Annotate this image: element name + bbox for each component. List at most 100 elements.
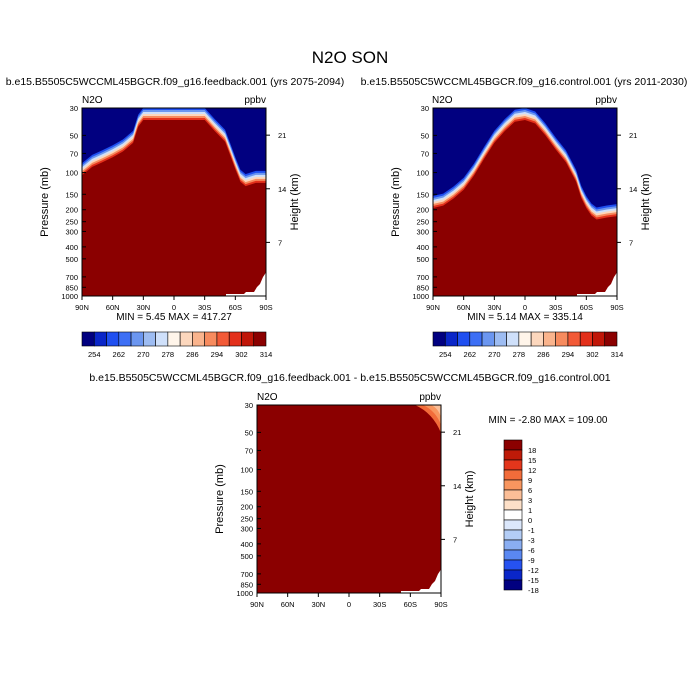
colorbar-cell — [228, 331, 242, 347]
colorbar-cell — [503, 499, 523, 511]
y-tick-label: 30 — [245, 401, 253, 410]
topography-mask-control — [577, 272, 617, 296]
y-tick-label: 100 — [240, 466, 253, 475]
colorbar-label: 314 — [611, 350, 624, 359]
y2-tick-label: 14 — [278, 185, 286, 194]
y-tick-label: 50 — [421, 131, 429, 140]
x-tick-label: 90S — [610, 303, 623, 312]
colorbar-cell — [130, 331, 144, 347]
colorbar-cell — [503, 509, 523, 521]
colorbar-label: 278 — [162, 350, 175, 359]
colorbar-cell — [503, 519, 523, 531]
colorbar-cell — [579, 331, 593, 347]
colorbar-label: 294 — [211, 350, 224, 359]
y2-axis-label-difference: Height (km) — [464, 471, 476, 528]
x-tick-label: 30S — [198, 303, 211, 312]
colorbar-cell — [494, 331, 507, 347]
x-tick-label: 60S — [229, 303, 242, 312]
x-tick-label: 30S — [549, 303, 562, 312]
y-tick-label: 100 — [65, 169, 78, 178]
colorbar-cell — [503, 549, 523, 561]
colorbar-label: 262 — [464, 350, 477, 359]
colorbar-label: 15 — [528, 456, 536, 465]
colorbar-cell — [253, 331, 267, 347]
stats-feedback: MIN = 5.45 MAX = 417.27 — [116, 312, 232, 323]
y-tick-label: 50 — [245, 428, 253, 437]
y-tick-label: 400 — [240, 540, 253, 549]
y-tick-label: 1000 — [412, 292, 429, 301]
colorbar-cell — [543, 331, 556, 347]
colorbar-cell — [81, 331, 95, 347]
colorbar-label: 270 — [137, 350, 150, 359]
y-tick-label: 250 — [65, 218, 78, 227]
colorbar-control: 254 262 270 278 286 294 302 314 — [432, 331, 624, 359]
colorbar-label: 18 — [528, 446, 536, 455]
y-tick-label: 70 — [421, 149, 429, 158]
colorbar-cell — [469, 331, 483, 347]
colorbar-cell — [93, 331, 107, 347]
colorbar-cell — [530, 331, 544, 347]
stats-difference: MIN = -2.80 MAX = 109.00 — [489, 415, 608, 426]
field-difference — [257, 405, 441, 593]
colorbar-cell — [503, 569, 523, 581]
y-tick-label: 400 — [416, 243, 429, 252]
colorbar-cell — [167, 331, 181, 347]
y-tick-label: 150 — [65, 190, 78, 199]
colorbar-cell — [503, 439, 523, 451]
x-tick-label: 60N — [281, 600, 295, 609]
x-tick-label: 30N — [487, 303, 501, 312]
y-tick-label: 250 — [416, 218, 429, 227]
x-tick-label: 90N — [250, 600, 264, 609]
panel-feedback: b.e15.B5505C5WCCML45BGCR.f09_g16.feedbac… — [6, 76, 345, 359]
colorbar-label: 9 — [528, 476, 532, 485]
figure-title: N2O SON — [312, 48, 389, 67]
colorbar-label: 0 — [528, 516, 532, 525]
colorbar-cell — [179, 331, 193, 347]
colorbar-cell — [192, 331, 205, 347]
x-tick-label: 90N — [75, 303, 89, 312]
colorbar-label: 270 — [488, 350, 501, 359]
colorbar-label: -1 — [528, 526, 535, 535]
panel-difference-left-label: N2O — [257, 392, 278, 403]
y2-tick-label: 21 — [278, 131, 286, 140]
y-tick-label: 700 — [240, 570, 253, 579]
colorbar-label: -6 — [528, 546, 535, 555]
colorbar-label: -15 — [528, 576, 539, 585]
colorbar-label: 314 — [260, 350, 273, 359]
colorbar-cell — [118, 331, 132, 347]
x-tick-label: 60N — [106, 303, 120, 312]
y2-tick-label: 14 — [453, 482, 461, 491]
colorbar-cell — [503, 479, 523, 491]
colorbar-cell — [143, 331, 156, 347]
colorbar-cell — [503, 449, 523, 461]
colorbar-cell — [567, 331, 581, 347]
y-tick-label: 70 — [245, 446, 253, 455]
x-tick-label: 60N — [457, 303, 471, 312]
y-tick-label: 30 — [421, 104, 429, 113]
y-tick-label: 150 — [240, 487, 253, 496]
y-axis-label-feedback: Pressure (mb) — [39, 167, 51, 237]
colorbar-label: -3 — [528, 536, 535, 545]
y2-ticks-control: 21 14 7 — [617, 131, 637, 247]
y2-tick-label: 7 — [629, 238, 633, 247]
colorbar-cell — [503, 489, 523, 501]
y2-axis-label-control: Height (km) — [640, 174, 652, 231]
colorbar-cell — [155, 331, 169, 347]
x-tick-label: 30S — [373, 600, 386, 609]
colorbar-label: 286 — [537, 350, 550, 359]
panel-control: b.e15.B5505C5WCCML45BGCR.f09_g16.control… — [361, 76, 688, 359]
y-tick-label: 300 — [416, 227, 429, 236]
x-tick-label: 60S — [580, 303, 593, 312]
x-tick-label: 0 — [172, 303, 176, 312]
y-axis-label-control: Pressure (mb) — [390, 167, 402, 237]
y2-tick-label: 7 — [278, 238, 282, 247]
colorbar-cell — [457, 331, 471, 347]
colorbar-cell — [481, 331, 495, 347]
colorbar-cell — [506, 331, 520, 347]
colorbar-label: 262 — [113, 350, 126, 359]
y-tick-label: 850 — [65, 283, 78, 292]
colorbar-label: 302 — [235, 350, 248, 359]
plot-area-feedback — [82, 108, 266, 296]
colorbar-cell — [444, 331, 458, 347]
